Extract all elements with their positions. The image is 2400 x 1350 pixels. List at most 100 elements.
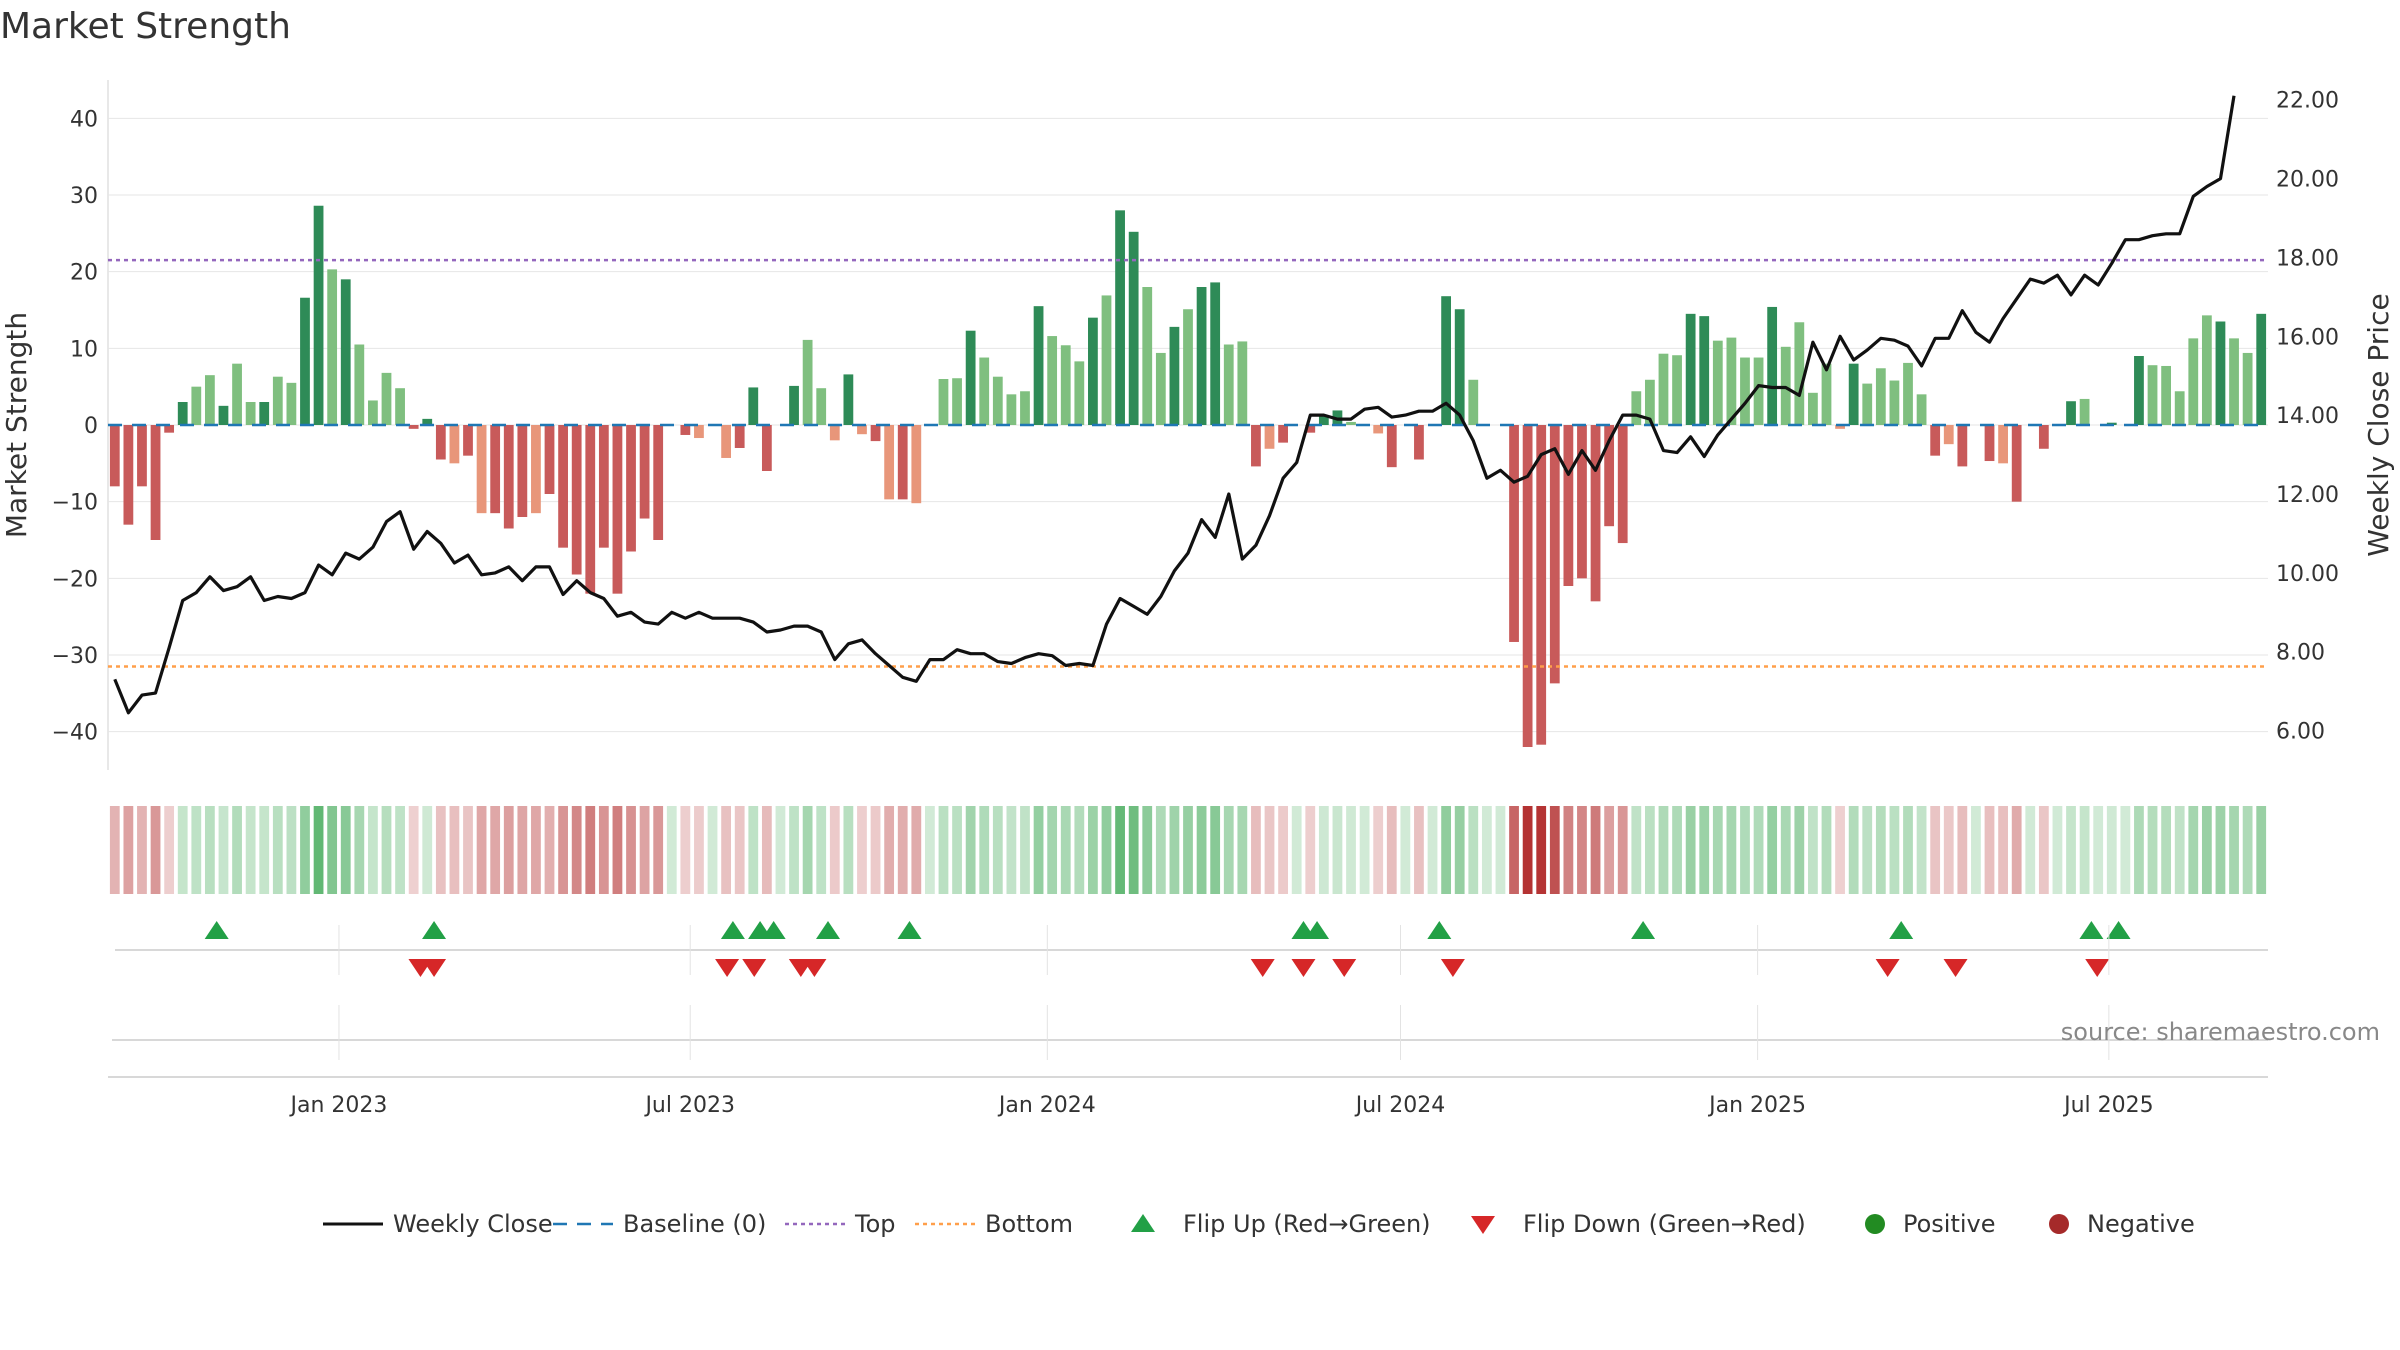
heat-cell (694, 806, 704, 894)
heat-cell (1685, 806, 1696, 894)
y-tick-label: 20 (70, 261, 98, 286)
flip-down-marker (1291, 959, 1316, 977)
heat-cell (884, 806, 895, 894)
heat-cell (1590, 806, 1601, 894)
heat-cell (1318, 806, 1329, 894)
y-tick-label: −40 (52, 721, 98, 746)
heat-cell (1821, 806, 1832, 894)
strength-bar (653, 425, 664, 540)
strength-bar (1101, 295, 1112, 425)
strength-bar (259, 402, 270, 425)
strength-bar (300, 297, 310, 425)
strength-bar (1522, 425, 1533, 747)
legend-item-close: Weekly Close (323, 1210, 553, 1238)
strength-bar (1903, 362, 1913, 425)
y-tick-label: −20 (52, 567, 98, 592)
strength-bar (408, 425, 419, 429)
flip-down-marker (1943, 959, 1968, 977)
heat-cell (1386, 806, 1397, 894)
legend-swatch-positive (1865, 1214, 1885, 1234)
flip-up-marker (1631, 921, 1656, 939)
heat-cell (300, 806, 310, 894)
heat-cell (748, 806, 759, 894)
strength-bar (1074, 361, 1085, 425)
heat-cell (707, 806, 718, 894)
strength-bar (1916, 394, 1927, 425)
strength-bar (1468, 379, 1479, 425)
strength-bar (1604, 425, 1615, 527)
strength-bar (897, 425, 908, 500)
strength-bar (816, 388, 827, 425)
strength-bar (1088, 317, 1098, 425)
strength-bar (965, 330, 976, 425)
strength-bar (286, 382, 297, 425)
heat-cell (327, 806, 338, 894)
strength-bar (490, 425, 501, 514)
legend-label: Positive (1903, 1210, 1996, 1238)
heat-cell (340, 806, 351, 894)
heat-cell (1142, 806, 1153, 894)
strength-bar (109, 425, 120, 487)
heat-cell (137, 806, 147, 894)
flip-up-marker (2079, 921, 2104, 939)
flip-up-marker (761, 921, 786, 939)
heat-cell (1183, 806, 1193, 894)
heat-cell (2038, 806, 2049, 894)
heat-cell (1536, 806, 1547, 894)
strength-bar (694, 425, 704, 439)
strength-bar (1862, 383, 1873, 425)
heat-cell (1998, 806, 2008, 894)
heat-cell (626, 806, 636, 894)
strength-bar (1536, 425, 1547, 745)
strength-bar (1658, 353, 1669, 425)
heat-cell (870, 806, 881, 894)
heat-cell (1848, 806, 1859, 894)
strength-bar (2011, 425, 2022, 502)
heat-cell (1808, 806, 1818, 894)
heat-cell (979, 806, 990, 894)
legend-label: Bottom (985, 1210, 1073, 1238)
heat-cell (1957, 806, 1968, 894)
x-tick-label: Jan 2023 (288, 1093, 387, 1118)
heat-cell (1047, 806, 1058, 894)
heat-cell (490, 806, 501, 894)
heat-cell (245, 806, 256, 894)
heat-cell (775, 806, 786, 894)
heat-cell (1903, 806, 1913, 894)
heat-cell (463, 806, 473, 894)
heat-cell (2174, 806, 2185, 894)
y2-tick-label: 10.00 (2276, 562, 2339, 587)
heat-cell (1305, 806, 1316, 894)
strength-bar (476, 425, 487, 514)
heat-cell (2025, 806, 2036, 894)
y2-axis-label: Weekly Close Price (2362, 293, 2395, 556)
strength-bar (191, 386, 202, 425)
heat-cell (938, 806, 949, 894)
strength-bar (1780, 346, 1791, 425)
legend-swatch-flip-up (1131, 1214, 1155, 1232)
strength-bar (422, 418, 433, 425)
heat-cell (653, 806, 664, 894)
strength-bar (1889, 380, 1900, 425)
heat-cell (911, 806, 922, 894)
heat-cell (1984, 806, 1995, 894)
heat-cell (531, 806, 541, 894)
strength-bar (531, 425, 541, 514)
strength-bar (1006, 394, 1017, 425)
strength-bar (802, 339, 813, 425)
heat-cell (381, 806, 392, 894)
heat-cell (1495, 806, 1506, 894)
heat-cell (1060, 806, 1071, 894)
strength-bar (232, 363, 242, 425)
y-axis-label: Market Strength (0, 312, 33, 538)
strength-bar (1848, 363, 1859, 425)
strength-bar (1577, 425, 1587, 579)
strength-bar (1699, 316, 1710, 425)
heat-cell (1522, 806, 1533, 894)
strength-bar (1278, 425, 1288, 443)
heat-cell (1101, 806, 1112, 894)
strength-bar (1740, 357, 1750, 425)
heat-cell (816, 806, 827, 894)
heat-cell (1196, 806, 1207, 894)
